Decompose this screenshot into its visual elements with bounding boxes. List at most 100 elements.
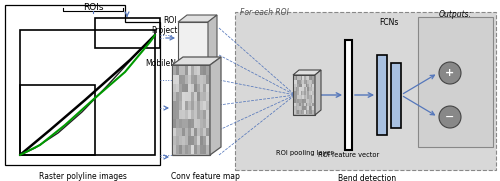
Bar: [188, 110, 191, 119]
Bar: [179, 128, 182, 136]
Bar: [200, 66, 203, 75]
Bar: [296, 103, 298, 106]
Bar: [188, 128, 191, 136]
Bar: [309, 106, 310, 110]
Bar: [296, 80, 298, 84]
Bar: [197, 92, 200, 101]
Bar: [173, 119, 176, 128]
Bar: [176, 145, 179, 154]
Bar: [294, 91, 296, 95]
Bar: [173, 101, 176, 110]
Bar: [200, 145, 203, 154]
Bar: [203, 84, 206, 92]
Bar: [309, 95, 310, 99]
Bar: [312, 110, 314, 114]
Bar: [308, 84, 309, 87]
Bar: [294, 80, 296, 84]
Polygon shape: [208, 15, 217, 64]
Bar: [191, 145, 194, 154]
Bar: [176, 66, 179, 75]
Bar: [299, 106, 300, 110]
Bar: [197, 84, 200, 92]
Bar: [304, 106, 306, 110]
Bar: [191, 119, 194, 128]
Text: +: +: [446, 68, 454, 78]
Bar: [188, 75, 191, 84]
Bar: [182, 145, 185, 154]
Text: ROI pooling layer: ROI pooling layer: [276, 150, 334, 156]
Bar: [306, 95, 308, 99]
Text: For each ROI: For each ROI: [240, 8, 289, 17]
Bar: [194, 75, 197, 84]
Bar: [309, 87, 310, 91]
Bar: [191, 75, 194, 84]
Bar: [194, 136, 197, 145]
Bar: [206, 110, 209, 119]
Bar: [299, 99, 300, 103]
Bar: [298, 106, 299, 110]
Bar: [191, 84, 194, 92]
Bar: [206, 119, 209, 128]
Bar: [300, 91, 302, 95]
Circle shape: [439, 62, 461, 84]
Bar: [310, 95, 312, 99]
Bar: [182, 136, 185, 145]
Bar: [302, 103, 304, 106]
Bar: [309, 80, 310, 84]
Bar: [300, 110, 302, 114]
Text: Conv feature map: Conv feature map: [170, 172, 239, 181]
Bar: [296, 95, 298, 99]
Bar: [298, 99, 299, 103]
Bar: [206, 66, 209, 75]
Bar: [304, 95, 306, 99]
Bar: [200, 110, 203, 119]
Bar: [308, 103, 309, 106]
Text: ROI
Projection: ROI Projection: [151, 16, 189, 35]
Bar: [200, 92, 203, 101]
Bar: [182, 66, 185, 75]
Polygon shape: [178, 15, 217, 22]
Bar: [173, 92, 176, 101]
Bar: [296, 87, 298, 91]
Bar: [197, 110, 200, 119]
Bar: [300, 95, 302, 99]
Bar: [188, 84, 191, 92]
Bar: [299, 95, 300, 99]
Bar: [179, 119, 182, 128]
Polygon shape: [5, 5, 160, 165]
Bar: [309, 76, 310, 80]
Bar: [188, 66, 191, 75]
Bar: [298, 95, 299, 99]
Bar: [182, 119, 185, 128]
Bar: [185, 110, 188, 119]
Bar: [179, 92, 182, 101]
Bar: [188, 119, 191, 128]
Bar: [308, 110, 309, 114]
Bar: [197, 128, 200, 136]
Text: Bend detection: Bend detection: [338, 174, 396, 181]
Bar: [206, 136, 209, 145]
Bar: [173, 136, 176, 145]
Bar: [304, 103, 306, 106]
Bar: [296, 110, 298, 114]
Bar: [191, 136, 194, 145]
Bar: [182, 128, 185, 136]
Bar: [194, 66, 197, 75]
Bar: [312, 80, 314, 84]
Bar: [197, 66, 200, 75]
Bar: [185, 128, 188, 136]
Bar: [176, 101, 179, 110]
Bar: [179, 75, 182, 84]
Bar: [306, 91, 308, 95]
Bar: [296, 106, 298, 110]
Bar: [191, 92, 194, 101]
Polygon shape: [172, 57, 221, 65]
Bar: [185, 75, 188, 84]
Bar: [299, 110, 300, 114]
Bar: [308, 106, 309, 110]
Bar: [300, 87, 302, 91]
Bar: [185, 136, 188, 145]
Bar: [299, 84, 300, 87]
Bar: [203, 136, 206, 145]
Bar: [304, 87, 306, 91]
